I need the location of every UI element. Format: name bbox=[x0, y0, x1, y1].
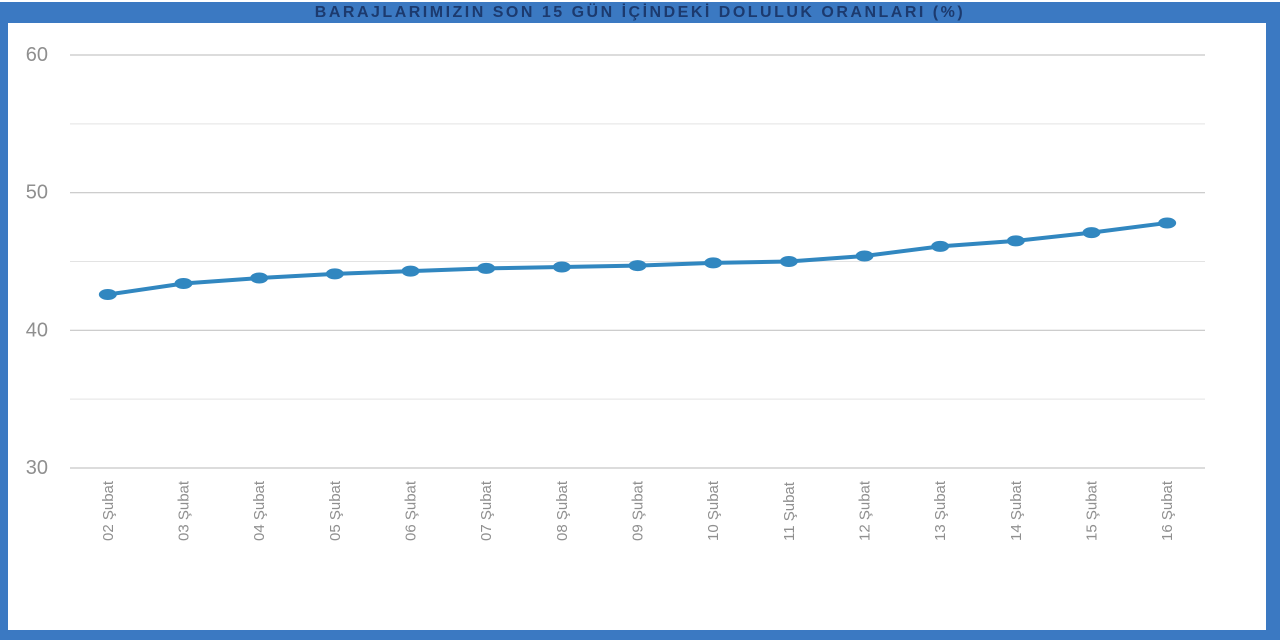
data-point-marker bbox=[628, 260, 647, 272]
frame-right-border bbox=[1266, 2, 1280, 630]
y-axis-tick-label: 60 bbox=[26, 44, 48, 66]
x-axis-tick-label: 08 Şubat bbox=[554, 480, 571, 541]
data-point-marker bbox=[779, 256, 798, 267]
data-point-marker bbox=[855, 250, 874, 262]
x-axis-tick-label: 16 Şubat bbox=[1159, 480, 1176, 541]
x-axis-tick-label: 13 Şubat bbox=[932, 480, 949, 541]
x-axis-tick-label: 14 Şubat bbox=[1008, 480, 1025, 541]
x-axis-tick-label: 12 Şubat bbox=[857, 480, 874, 541]
data-point-marker bbox=[1158, 217, 1177, 229]
y-axis-tick-label: 50 bbox=[26, 182, 48, 204]
y-axis-tick-label: 30 bbox=[26, 457, 48, 479]
x-axis-tick-label: 10 Şubat bbox=[705, 480, 722, 541]
data-line bbox=[105, 220, 1170, 297]
data-point-marker bbox=[477, 262, 496, 274]
chart-title: BARAJLARIMIZIN SON 15 GÜN İÇİNDEKİ DOLUL… bbox=[314, 4, 966, 21]
frame-left-border bbox=[0, 2, 8, 630]
x-axis-tick-label: 05 Şubat bbox=[327, 480, 344, 541]
data-point-marker bbox=[552, 261, 571, 273]
title-bar bbox=[0, 2, 1280, 23]
data-point-marker bbox=[931, 240, 950, 252]
data-point-marker bbox=[98, 289, 117, 301]
x-axis-tick-label: 09 Şubat bbox=[630, 480, 647, 541]
x-axis-tick-label: 04 Şubat bbox=[251, 480, 268, 541]
data-point-marker bbox=[325, 268, 344, 280]
data-point-marker bbox=[174, 278, 193, 290]
x-axis-tick-label: 11 Şubat bbox=[781, 481, 798, 541]
x-axis-tick-label: 06 Şubat bbox=[403, 480, 420, 541]
data-point-marker bbox=[1082, 227, 1101, 239]
data-point-marker bbox=[704, 257, 723, 269]
x-axis-tick-label: 02 Şubat bbox=[100, 480, 117, 541]
data-point-marker bbox=[1006, 235, 1025, 247]
x-axis-tick-label: 03 Şubat bbox=[176, 480, 193, 541]
data-point-marker bbox=[401, 265, 420, 277]
x-axis-tick-label: 07 Şubat bbox=[478, 480, 495, 541]
x-axis-tick-label: 15 Şubat bbox=[1084, 480, 1101, 541]
y-axis-tick-label: 40 bbox=[26, 319, 48, 341]
data-point-marker bbox=[250, 272, 269, 284]
frame-bottom-border bbox=[0, 630, 1280, 640]
